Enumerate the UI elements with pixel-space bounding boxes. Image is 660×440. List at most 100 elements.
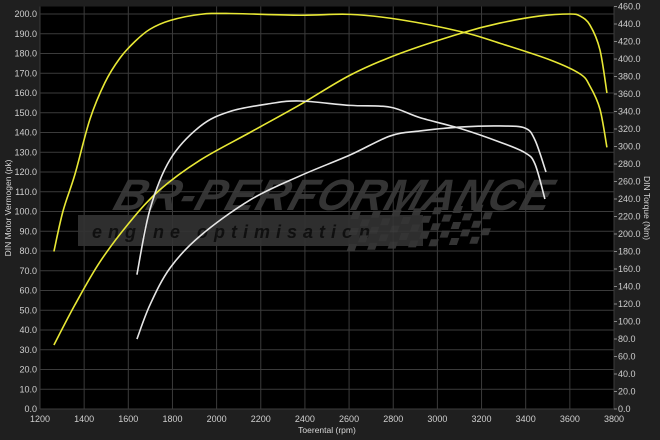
x-tick-label: 1800 [162, 414, 182, 424]
x-tick-label: 1200 [30, 414, 50, 424]
checker-square [391, 209, 402, 217]
torque-curve-0 [53, 12, 608, 252]
y2-axis-label: DIN Torque (Nm) [642, 176, 652, 240]
y-tick-label: 10.0 [19, 384, 37, 394]
y2-tick-label: 60.0 [618, 352, 636, 362]
checker-square [348, 228, 360, 235]
power-curve-3 [136, 125, 547, 340]
checker-square [398, 233, 410, 240]
checker-square [450, 222, 462, 229]
watermark-logo: BR-PERFORMANCE engine optimisation [78, 170, 562, 251]
checker-square [419, 231, 430, 239]
y-tick-label: 50.0 [19, 305, 37, 315]
y-tick-label: 30.0 [19, 345, 37, 355]
x-tick-label: 1400 [74, 414, 94, 424]
checker-square [432, 207, 443, 215]
y2-tick-label: 320.0 [618, 124, 641, 134]
y-tick-label: 180.0 [14, 49, 37, 59]
checker-square [482, 212, 493, 220]
x-tick-label: 3800 [604, 414, 624, 424]
checker-square [378, 234, 389, 242]
y2-tick-label: 0.0 [618, 404, 631, 414]
y-tick-label: 170.0 [14, 68, 37, 78]
checker-square [359, 219, 371, 227]
checker-square [439, 230, 451, 238]
y2-tick-label: 100.0 [618, 317, 641, 327]
checker-square [469, 236, 480, 244]
checker-square [480, 228, 491, 236]
x-tick-label: 2800 [383, 414, 403, 424]
ticks: 1200 1400 1600 1800 2000 2200 2400 2600 2800 3000… [14, 2, 640, 425]
checker-square [409, 224, 421, 232]
checker-square [380, 218, 391, 226]
y-tick-label: 60.0 [19, 286, 37, 296]
y-tick-label: 90.0 [19, 226, 37, 236]
grid [39, 6, 615, 410]
checker-square [346, 244, 358, 251]
y2-tick-label: 440.0 [618, 19, 641, 29]
x-tick-label: 3000 [427, 414, 447, 424]
y2-tick-label: 160.0 [618, 264, 641, 274]
y-tick-label: 190.0 [14, 29, 37, 39]
checker-square [370, 210, 382, 218]
x-axis-label: Toerental (rpm) [298, 425, 356, 435]
checker-square [430, 223, 441, 231]
x-tick-label: 2600 [339, 414, 359, 424]
y-tick-label: 100.0 [14, 207, 37, 217]
y2-tick-label: 340.0 [618, 107, 641, 117]
logo-title: BR-PERFORMANCE [108, 170, 562, 220]
checker-square [420, 215, 432, 223]
series-group [53, 12, 608, 346]
y2-tick-label: 200.0 [618, 229, 641, 239]
checker-square [471, 220, 482, 228]
checker-square [407, 240, 419, 248]
y2-tick-label: 360.0 [618, 89, 641, 99]
y-tick-label: 80.0 [19, 246, 37, 256]
x-tick-label: 2400 [295, 414, 315, 424]
y-tick-label: 120.0 [14, 167, 37, 177]
y2-tick-label: 180.0 [618, 247, 641, 257]
y-tick-label: 130.0 [14, 147, 37, 157]
y-tick-label: 70.0 [19, 266, 37, 276]
y-axis-label: DIN Motor Vermogen (pk) [3, 159, 13, 256]
x-tick-label: 3400 [516, 414, 536, 424]
checkered-flag [346, 204, 493, 251]
y2-tick-label: 260.0 [618, 177, 641, 187]
y-tick-label: 40.0 [19, 325, 37, 335]
y2-tick-label: 280.0 [618, 159, 641, 169]
y2-tick-label: 120.0 [618, 299, 641, 309]
checker-square [461, 213, 473, 221]
y-tick-label: 150.0 [14, 108, 37, 118]
checker-square [441, 214, 452, 222]
y2-tick-label: 460.0 [618, 2, 641, 12]
y2-tick-label: 300.0 [618, 142, 641, 152]
checker-square [367, 242, 378, 250]
y2-tick-label: 400.0 [618, 54, 641, 64]
x-tick-label: 2200 [251, 414, 271, 424]
y-tick-label: 0.0 [24, 404, 37, 414]
checker-square [411, 208, 423, 216]
checker-square [357, 235, 369, 243]
y2-tick-label: 240.0 [618, 194, 641, 204]
x-tick-label: 2000 [207, 414, 227, 424]
x-tick-label: 3600 [560, 414, 580, 424]
checker-square [389, 225, 400, 233]
checker-square [400, 217, 412, 224]
power-curve-1 [53, 13, 608, 346]
y-tick-label: 160.0 [14, 88, 37, 98]
checker-square [448, 238, 460, 245]
y2-tick-label: 380.0 [618, 72, 641, 82]
y2-tick-label: 20.0 [618, 387, 636, 397]
y-tick-label: 200.0 [14, 9, 37, 19]
y2-tick-label: 140.0 [618, 282, 641, 292]
checker-square [452, 206, 464, 213]
y-tick-label: 20.0 [19, 365, 37, 375]
checker-square [428, 239, 439, 247]
y2-tick-label: 40.0 [618, 369, 636, 379]
y2-tick-label: 420.0 [618, 37, 641, 47]
y-tick-label: 110.0 [15, 187, 37, 197]
torque-curve-2 [136, 100, 546, 275]
checker-square [459, 229, 471, 237]
y2-tick-label: 80.0 [618, 334, 636, 344]
